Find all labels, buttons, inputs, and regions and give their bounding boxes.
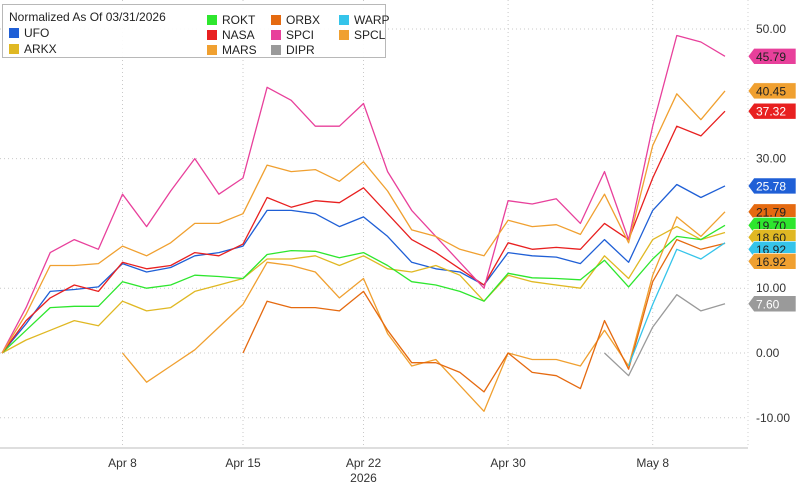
legend-label: NASA	[222, 28, 255, 42]
end-label: 45.79	[747, 47, 797, 65]
legend-item-dipr: DIPR	[271, 43, 315, 57]
y-tick-label: -10.00	[756, 411, 790, 425]
x-tick-label: May 8	[636, 456, 669, 470]
end-label-flag	[747, 253, 797, 270]
legend-swatch	[339, 30, 349, 40]
series-line-rokt	[1, 224, 726, 354]
y-tick-label: 10.00	[756, 281, 786, 295]
x-axis-ticks: Apr 8 Apr 15 Apr 22 Apr 30 May 8 2026	[108, 456, 669, 485]
legend-swatch	[271, 45, 281, 55]
legend-swatch	[207, 30, 217, 40]
x-tick-label: Apr 8	[108, 456, 137, 470]
end-label: 21.79	[747, 203, 797, 221]
legend-item-arkx: ARKX	[9, 42, 57, 56]
legend-label: ARKX	[24, 42, 57, 56]
end-label-flag	[747, 102, 797, 120]
legend-swatch	[271, 30, 281, 40]
end-label: 7.60	[747, 295, 797, 313]
legend-label: UFO	[24, 26, 50, 40]
legend-swatch	[9, 44, 19, 54]
legend-item-warp: WARP	[339, 13, 390, 27]
legend-label: ROKT	[222, 13, 256, 27]
series-line-nasa	[1, 110, 726, 354]
legend-swatch	[339, 15, 349, 25]
end-label-text: 21.79	[756, 205, 786, 219]
series-line-warp	[627, 242, 726, 367]
x-tick-label: Apr 22	[346, 456, 382, 470]
series-line-ufo	[1, 183, 726, 354]
legend-label: WARP	[354, 13, 390, 27]
series-line-spcl	[1, 90, 726, 354]
grid	[0, 0, 749, 449]
legend-item-spci: SPCI	[271, 28, 314, 42]
x-axis-year-label: 2026	[350, 471, 377, 485]
legend-label: DIPR	[286, 43, 315, 57]
end-label-text: 45.79	[756, 50, 786, 64]
end-labels: 45.7940.4537.3225.7821.7919.7018.6016.92…	[747, 47, 797, 313]
series-layer	[1, 34, 726, 412]
end-label-flag	[747, 47, 797, 65]
legend-swatch	[271, 15, 281, 25]
legend-item-rokt: ROKT	[207, 13, 255, 27]
chart-title: Normalized As Of 03/31/2026	[9, 10, 166, 24]
end-label-flag	[747, 177, 797, 195]
legend-item-nasa: NASA	[207, 28, 255, 42]
end-label-text: 40.45	[756, 84, 786, 98]
legend-swatch	[207, 45, 217, 55]
series-line-arkx	[1, 225, 726, 354]
y-tick-label: 0.00	[756, 346, 780, 360]
legend-label: SPCL	[354, 28, 386, 42]
end-label: 16.92	[747, 253, 797, 270]
end-label-text: 37.32	[756, 105, 786, 119]
legend-item-orbx: ORBX	[271, 13, 320, 27]
end-label-text: 7.60	[756, 297, 780, 311]
legend-item-ufo: UFO	[9, 26, 49, 40]
series-line-mars	[121, 211, 726, 412]
y-tick-label: 30.00	[756, 152, 786, 166]
x-tick-label: Apr 30	[490, 456, 526, 470]
x-tick-label: Apr 15	[225, 456, 261, 470]
legend-label: ORBX	[286, 13, 321, 27]
legend-label: MARS	[222, 43, 257, 57]
end-label-text: 25.78	[756, 179, 786, 193]
legend-label: SPCI	[286, 28, 315, 42]
legend-swatch	[9, 28, 19, 38]
end-label: 40.45	[747, 82, 797, 100]
legend-item-spcl: SPCL	[339, 28, 385, 42]
legend-item-mars: MARS	[207, 43, 257, 57]
end-label-flag	[747, 82, 797, 100]
series-line-dipr	[604, 294, 726, 377]
y-tick-label: 50.00	[756, 22, 786, 36]
end-label: 37.32	[747, 102, 797, 120]
legend: Normalized As Of 03/31/2026 UFO ARKX ROKT N…	[2, 4, 390, 58]
y-axis-ticks: 50.00 30.00 10.00 0.00 -10.00	[756, 22, 790, 425]
series-line-orbx	[242, 238, 726, 393]
end-label-text: 16.92	[756, 255, 786, 269]
end-label-flag	[747, 295, 797, 313]
series-line-spci	[1, 34, 726, 354]
legend-swatch	[207, 15, 217, 25]
end-label: 25.78	[747, 177, 797, 195]
